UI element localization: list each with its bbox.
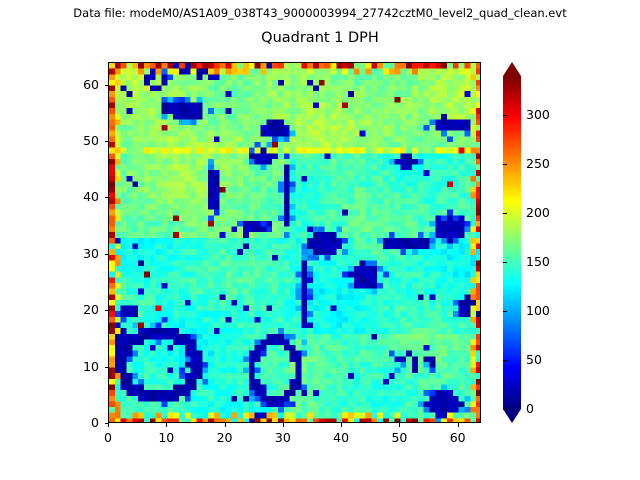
colorbar-tick-mark [503, 409, 507, 410]
x-tick-label: 40 [333, 430, 350, 445]
y-tick-mark [104, 197, 108, 199]
colorbar-tick-label: 200 [526, 205, 550, 221]
y-tick-mark [104, 310, 108, 312]
colorbar[interactable]: 0 50 100 150 200 250 300 [503, 62, 550, 423]
colorbar-tick-label: 150 [526, 254, 550, 270]
y-tick-mark [104, 366, 108, 368]
y-tick-mark [104, 423, 108, 424]
colorbar-body[interactable] [503, 76, 521, 409]
colorbar-tick-label: 0 [526, 401, 534, 416]
colorbar-tick-label: 300 [526, 107, 550, 123]
colorbar-tick-label: 50 [526, 352, 542, 368]
colorbar-tick-mark [503, 311, 507, 313]
colorbar-gradient [503, 76, 521, 409]
y-tick-mark [104, 84, 108, 86]
y-tick-label: 10 [83, 358, 99, 374]
y-tick-mark [104, 140, 108, 142]
colorbar-over-arrow [503, 62, 521, 76]
colorbar-tick-label: 250 [526, 156, 550, 172]
x-tick-mark [108, 423, 109, 427]
heatmap-axes[interactable] [108, 62, 481, 423]
y-tick-label: 0 [91, 415, 99, 430]
x-tick-label: 20 [216, 430, 233, 445]
x-tick-mark [341, 423, 343, 427]
colorbar-tick-mark [503, 164, 507, 166]
x-tick-mark [399, 423, 401, 427]
x-tick-label: 0 [104, 430, 112, 445]
colorbar-tick-mark [503, 115, 507, 117]
y-tick-label: 60 [83, 76, 99, 92]
page-title: Quadrant 1 DPH [261, 30, 379, 46]
y-tick-mark [104, 253, 108, 255]
x-tick-label: 50 [391, 430, 408, 445]
y-tick-label: 20 [83, 302, 99, 318]
colorbar-tick-mark [503, 262, 507, 264]
y-tick-label: 50 [83, 132, 99, 148]
heatmap-image[interactable] [109, 63, 480, 422]
x-tick-mark [282, 423, 284, 427]
colorbar-tick-mark [503, 360, 507, 362]
y-tick-label: 40 [83, 189, 99, 205]
x-tick-mark [166, 423, 168, 427]
figure-suptitle: Data file: modeM0/AS1A09_038T43_90000039… [73, 6, 567, 20]
x-tick-label: 60 [449, 430, 466, 445]
y-tick-label: 30 [83, 245, 99, 261]
x-tick-mark [457, 423, 459, 427]
colorbar-tick-mark [503, 213, 507, 215]
x-tick-mark [224, 423, 226, 427]
colorbar-tick-label: 100 [526, 303, 550, 319]
x-tick-label: 10 [158, 430, 175, 445]
x-tick-label: 30 [274, 430, 291, 445]
colorbar-under-arrow [503, 409, 521, 423]
